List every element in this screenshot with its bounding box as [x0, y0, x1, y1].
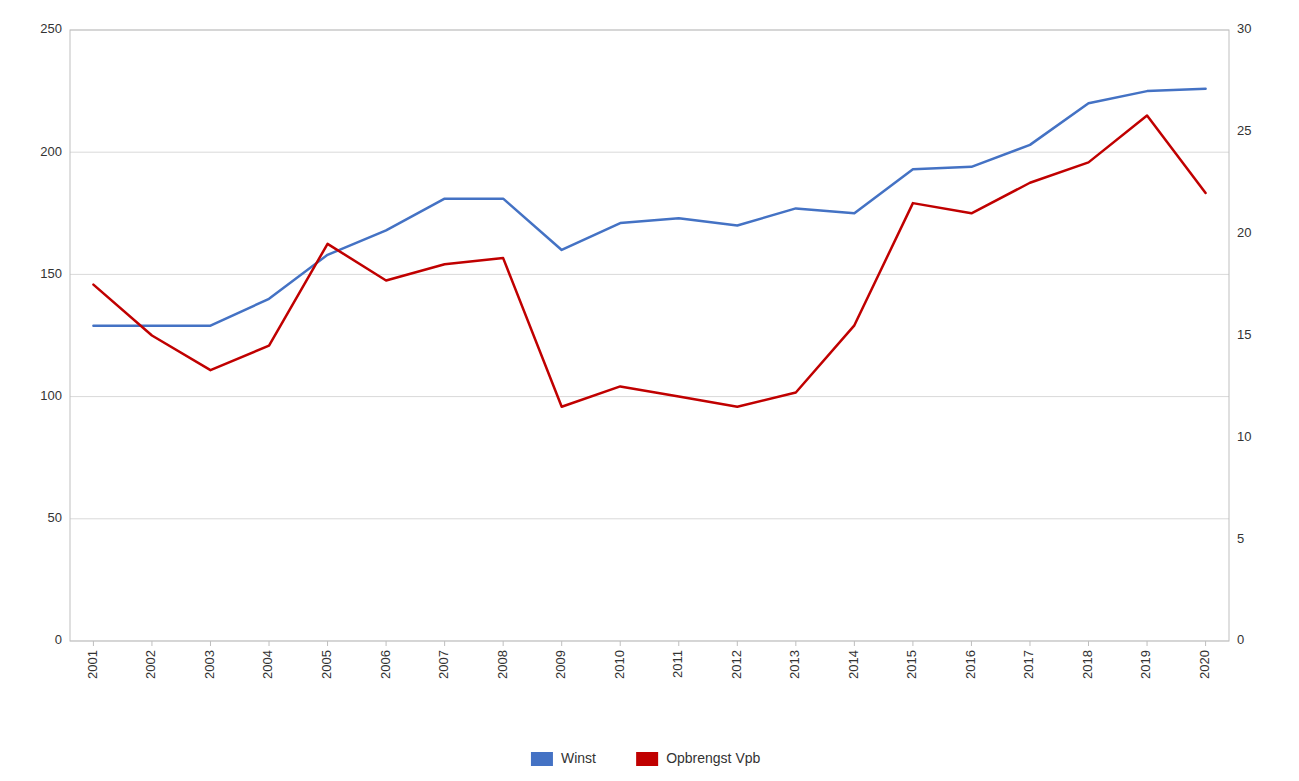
x-tick-label: 2012 — [729, 650, 744, 679]
grid-line — [70, 518, 1229, 519]
x-tick — [1147, 641, 1148, 646]
x-tick-label: 2006 — [378, 650, 393, 679]
x-tick — [444, 641, 445, 646]
x-tick-label: 2020 — [1197, 650, 1212, 679]
x-tick — [795, 641, 796, 646]
x-tick-label: 2008 — [495, 650, 510, 679]
x-tick-label: 2003 — [202, 650, 217, 679]
y-tick-label: 250 — [40, 21, 62, 36]
y-tick-label: 50 — [48, 510, 62, 525]
x-tick — [912, 641, 913, 646]
y2-tick-label: 10 — [1237, 429, 1251, 444]
series-line — [93, 116, 1205, 407]
x-tick-label: 2016 — [963, 650, 978, 679]
legend-label: Opbrengst Vpb — [666, 750, 760, 766]
y2-tick-label: 30 — [1237, 21, 1251, 36]
x-tick — [620, 641, 621, 646]
x-tick — [210, 641, 211, 646]
x-tick-label: 2011 — [670, 650, 685, 678]
x-tick-label: 2007 — [436, 650, 451, 679]
x-tick — [93, 641, 94, 646]
y2-tick-label: 5 — [1237, 531, 1244, 546]
x-tick — [151, 641, 152, 646]
x-tick — [327, 641, 328, 646]
x-tick-label: 2001 — [85, 650, 100, 679]
x-tick-label: 2013 — [787, 650, 802, 679]
x-tick — [503, 641, 504, 646]
x-tick — [269, 641, 270, 646]
x-tick — [971, 641, 972, 646]
y2-tick-label: 20 — [1237, 225, 1251, 240]
x-tick — [386, 641, 387, 646]
x-tick-label: 2002 — [143, 650, 158, 679]
x-tick — [1088, 641, 1089, 646]
chart-svg: 0501001502002500510152025302001200220032… — [0, 0, 1299, 781]
chart-container: 0501001502002500510152025302001200220032… — [0, 0, 1299, 781]
x-tick — [1205, 641, 1206, 646]
x-tick — [1029, 641, 1030, 646]
x-tick — [854, 641, 855, 646]
legend-swatch — [531, 752, 553, 766]
grid-line — [70, 274, 1229, 275]
x-axis: 2001 2002 2003 2004 2005 2006 2007 2008 2009 2010… — [85, 641, 1212, 679]
x-tick — [678, 641, 679, 646]
grid-line — [70, 152, 1229, 153]
grid-line — [70, 396, 1229, 397]
y2-axis: 0 5 10 15 20 25 30 — [1237, 21, 1251, 647]
grid — [70, 30, 1229, 641]
y2-tick-label: 25 — [1237, 123, 1251, 138]
x-tick-label: 2009 — [553, 650, 568, 679]
y-axis: 0 50 100 150 200 250 — [40, 21, 62, 647]
legend-swatch — [636, 752, 658, 766]
y2-tick-label: 0 — [1237, 632, 1244, 647]
y-tick-label: 200 — [40, 144, 62, 159]
x-tick-label: 2014 — [846, 650, 861, 679]
y-tick-label: 100 — [40, 388, 62, 403]
y-tick-label: 0 — [55, 632, 62, 647]
legend-label: Winst — [561, 750, 596, 766]
x-tick-label: 2004 — [260, 650, 275, 679]
series-group — [93, 89, 1205, 407]
x-tick-label: 2017 — [1021, 650, 1036, 679]
y2-tick-label: 15 — [1237, 327, 1251, 342]
x-tick — [561, 641, 562, 646]
legend: Winst Opbrengst Vpb — [531, 750, 761, 766]
y-tick-label: 150 — [40, 266, 62, 281]
x-tick-label: 2005 — [319, 650, 334, 679]
x-tick-label: 2019 — [1138, 650, 1153, 679]
x-tick — [737, 641, 738, 646]
plot-frame — [70, 30, 1229, 641]
x-tick-label: 2010 — [612, 650, 627, 679]
series-line — [93, 89, 1205, 326]
x-tick-label: 2015 — [904, 650, 919, 679]
x-tick-label: 2018 — [1080, 650, 1095, 679]
